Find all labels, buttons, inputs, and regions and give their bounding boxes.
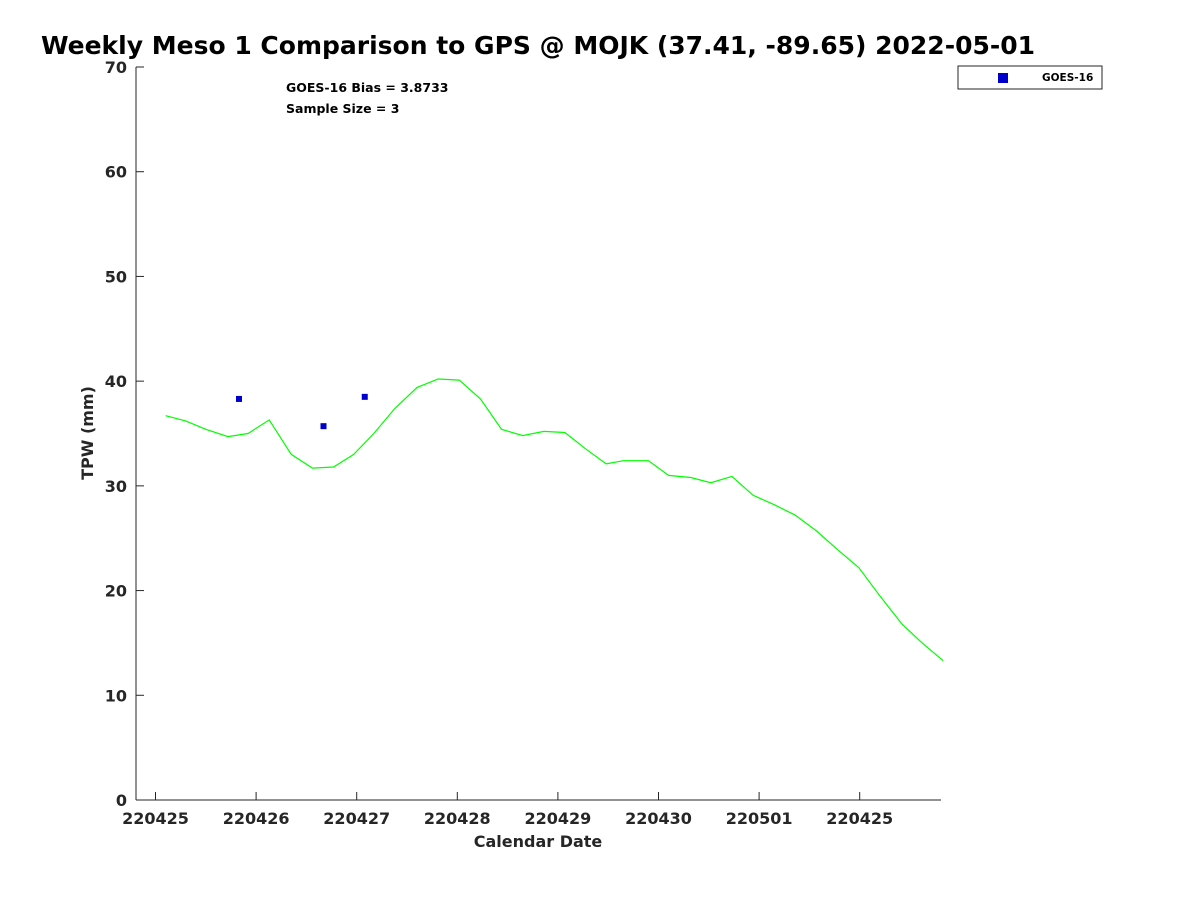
x-tick-label: 220427 bbox=[323, 809, 390, 828]
data-point-goes-16 bbox=[235, 395, 242, 402]
legend-marker-goes-16 bbox=[998, 73, 1008, 83]
bias-annotation: GOES-16 Bias = 3.8733 bbox=[286, 80, 448, 95]
x-tick-label: 220425 bbox=[826, 809, 893, 828]
y-tick-label: 50 bbox=[105, 267, 127, 286]
y-tick-label: 70 bbox=[105, 58, 127, 77]
y-tick-label: 20 bbox=[105, 582, 127, 601]
x-tick-label: 220426 bbox=[223, 809, 290, 828]
legend: GOES-16 bbox=[957, 65, 1103, 90]
y-tick-label: 40 bbox=[105, 372, 127, 391]
x-tick-label: 220429 bbox=[525, 809, 592, 828]
chart-title: Weekly Meso 1 Comparison to GPS @ MOJK (… bbox=[41, 31, 1035, 60]
y-tick-label: 60 bbox=[105, 163, 127, 182]
x-axis-label: Calendar Date bbox=[474, 832, 603, 851]
plot-area: 0 10 20 30 40 50 60 70 220425 220426 220427 220428… bbox=[105, 58, 944, 828]
y-tick-label: 0 bbox=[116, 791, 127, 810]
x-tick-label: 220430 bbox=[625, 809, 692, 828]
y-axis-ticks: 0 10 20 30 40 50 60 70 bbox=[105, 58, 144, 810]
x-axis-ticks: 220425 220426 220427 220428 220429 220430 2205… bbox=[122, 792, 893, 828]
legend-label-goes-16: GOES-16 bbox=[1042, 72, 1093, 84]
y-axis-label: TPW (mm) bbox=[78, 386, 97, 480]
x-tick-label: 220501 bbox=[726, 809, 793, 828]
data-point-goes-16 bbox=[320, 423, 327, 430]
x-tick-label: 220425 bbox=[122, 809, 189, 828]
x-tick-label: 220428 bbox=[424, 809, 491, 828]
legend-box bbox=[957, 65, 1103, 90]
y-tick-label: 30 bbox=[105, 477, 127, 496]
y-tick-label: 10 bbox=[105, 686, 127, 705]
series-line-gps bbox=[165, 378, 944, 662]
series-layer bbox=[165, 378, 944, 662]
data-point-goes-16 bbox=[361, 393, 368, 400]
sample-size-annotation: Sample Size = 3 bbox=[286, 101, 399, 116]
